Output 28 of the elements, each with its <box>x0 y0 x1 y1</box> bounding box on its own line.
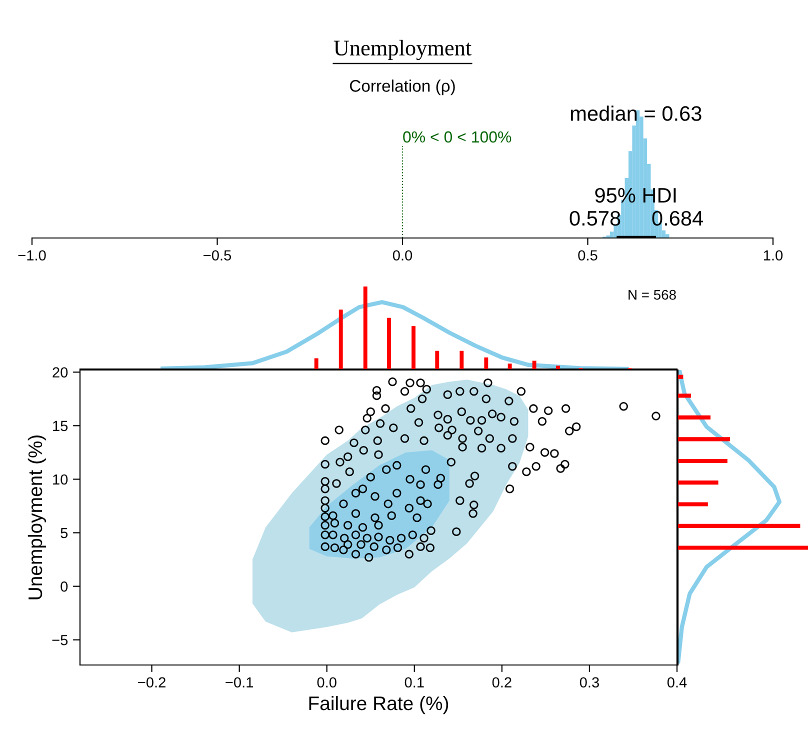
x-tick-label: 0.5 <box>578 250 598 261</box>
x-tick-label: 0.2 <box>492 677 512 688</box>
chart-subtitle: Correlation (ρ) <box>350 80 455 96</box>
annotation: 95% HDI <box>595 188 676 203</box>
y-tick-label: 0 <box>60 581 68 592</box>
annotation: N = 568 <box>628 290 676 300</box>
y-tick-label: −5 <box>52 635 68 646</box>
y-tick-label: 15 <box>53 420 68 432</box>
y-axis-title: Unemployment (%) <box>28 436 46 600</box>
y-tick-label: 20 <box>52 367 68 378</box>
x-tick-label: 0.4 <box>667 677 687 688</box>
x-tick-label: −1.0 <box>18 250 46 261</box>
annotation: 0.578 <box>570 210 620 226</box>
ref-line-label: 0% < 0 < 100% <box>403 131 512 143</box>
x-tick-label: 0.0 <box>392 250 412 261</box>
x-tick-label: 0.1 <box>404 677 424 688</box>
x-tick-label: 0.0 <box>317 677 336 688</box>
y-tick-label: 10 <box>53 474 68 485</box>
annotation: 0.684 <box>652 210 703 226</box>
chart-title: Unemployment <box>334 40 472 60</box>
x-tick-label: −0.1 <box>226 677 253 688</box>
annotation: median = 0.63 <box>570 106 702 121</box>
x-axis-title: Failure Rate (%) <box>309 696 448 714</box>
x-tick-label: 1.0 <box>764 250 783 261</box>
x-tick-label: −0.5 <box>204 250 232 261</box>
x-tick-label: −0.2 <box>138 677 166 688</box>
x-tick-label: 0.3 <box>580 677 599 688</box>
y-tick-label: 5 <box>60 528 68 538</box>
